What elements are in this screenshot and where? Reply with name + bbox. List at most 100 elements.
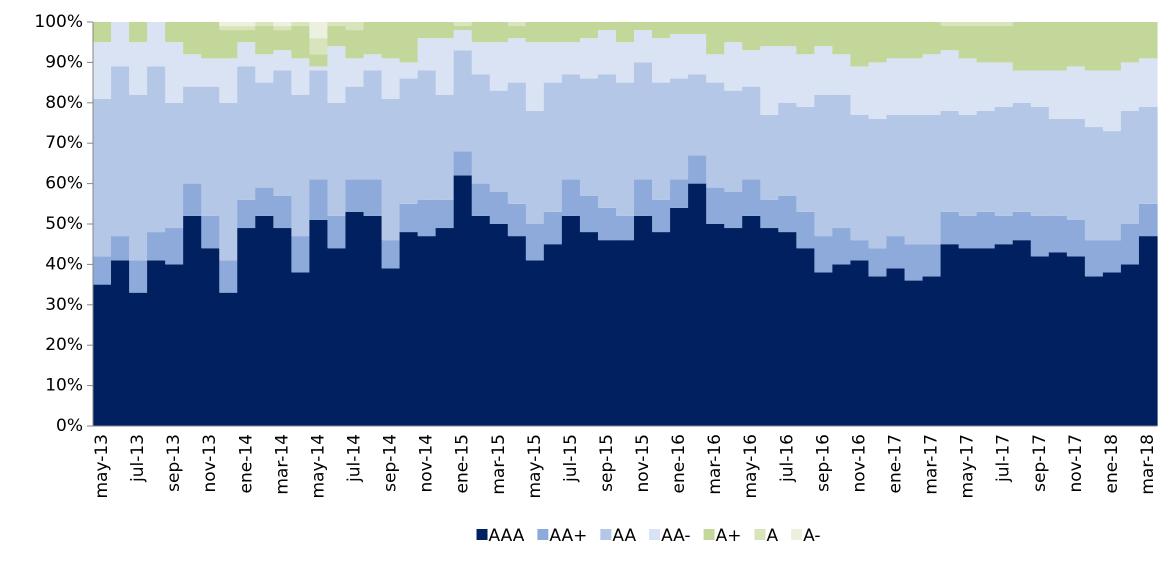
bar-segment — [489, 42, 509, 91]
bar-segment — [93, 22, 112, 43]
bar-segment — [1138, 236, 1158, 426]
bar-segment — [940, 244, 960, 426]
legend-swatch — [703, 529, 715, 540]
bar-segment — [832, 228, 852, 265]
bar-segment — [147, 66, 166, 233]
bar-segment — [417, 236, 437, 426]
bar-segment — [1066, 256, 1086, 426]
bar-segment — [922, 114, 942, 245]
bar-segment — [904, 22, 924, 59]
bar-segment — [796, 211, 815, 249]
bar-segment — [471, 22, 491, 43]
bar-segment — [237, 42, 256, 67]
bar-segment — [507, 38, 527, 83]
x-tick-label: ene-18 — [1102, 434, 1122, 493]
bar-segment — [850, 22, 870, 67]
bar-segment — [597, 74, 617, 208]
bar-segment — [363, 179, 383, 216]
bar-segment — [93, 42, 112, 99]
bar-segment — [1102, 272, 1122, 426]
bar-segment — [994, 215, 1014, 245]
legend-swatch — [600, 529, 612, 540]
bar-segment — [850, 260, 870, 426]
bar-segment — [165, 42, 184, 103]
bar-segment — [381, 268, 401, 426]
bar-segment — [129, 42, 148, 95]
bar-segment — [435, 199, 455, 229]
bar-segment — [904, 58, 924, 115]
bar-segment — [129, 260, 148, 293]
x-tick-label: sep-17 — [1030, 434, 1050, 492]
bar-segment — [940, 50, 960, 111]
bar-segment — [670, 179, 689, 208]
bar-segment — [742, 86, 761, 180]
x-tick-label: nov-17 — [1066, 434, 1086, 493]
bar-segment — [742, 22, 761, 51]
bar-segment — [868, 62, 888, 119]
bar-segment — [435, 22, 455, 39]
bar-segment — [327, 215, 347, 249]
bar-segment — [940, 211, 960, 245]
x-tick-label: ene-16 — [669, 434, 689, 493]
bar-segment — [399, 78, 419, 204]
x-tick-label: mar-16 — [705, 434, 725, 495]
bar-segment — [219, 102, 238, 261]
bar-segment — [1066, 219, 1086, 257]
bar-segment — [634, 22, 653, 31]
bar-segment — [1120, 62, 1140, 111]
y-tick-label: 0% — [56, 416, 83, 436]
bar-segment — [273, 50, 292, 71]
bar-segment — [922, 54, 942, 115]
bar-segment — [561, 22, 581, 43]
bar-segment — [760, 22, 779, 47]
bar-segment — [147, 260, 166, 426]
bar-segment — [958, 215, 978, 249]
x-tick-label: mar-15 — [489, 434, 509, 495]
bar-segment — [471, 183, 491, 216]
x-tick-label: may-15 — [525, 434, 545, 499]
bar-segment — [832, 264, 852, 426]
bar-segment — [958, 114, 978, 216]
bar-segment — [561, 74, 581, 180]
bar-segment — [688, 183, 707, 426]
bar-segment — [183, 86, 202, 184]
bar-segment — [886, 114, 906, 237]
bar-segment — [489, 22, 509, 43]
legend-swatch — [754, 529, 766, 540]
y-tick-label: 10% — [45, 376, 83, 396]
bar-segment — [742, 50, 761, 87]
bar-segment — [273, 30, 292, 51]
bar-segment — [597, 30, 617, 75]
bar-segment — [237, 26, 256, 31]
bar-segment — [850, 240, 870, 261]
bar-segment — [255, 82, 274, 188]
bar-segment — [1012, 102, 1032, 212]
bar-segment — [760, 114, 779, 200]
bar-segment — [688, 34, 707, 75]
bar-segment — [525, 260, 545, 426]
bar-segment — [417, 38, 437, 71]
bar-segment — [1102, 240, 1122, 273]
bar-segment — [327, 22, 347, 27]
bar-segment — [309, 22, 329, 39]
bar-segment — [507, 22, 527, 27]
bar-segment — [796, 54, 815, 107]
bar-segment — [796, 248, 815, 426]
bar-segment — [363, 22, 383, 55]
bar-segment — [345, 179, 365, 212]
bar-segment — [183, 54, 202, 87]
bar-segment — [417, 22, 437, 39]
bar-segment — [1138, 106, 1158, 204]
x-tick-label: jul-14 — [344, 434, 364, 483]
bar-segment — [832, 94, 852, 229]
bar-segment — [255, 187, 274, 216]
bar-segment — [489, 90, 509, 192]
bar-segment — [670, 22, 689, 35]
bar-segment — [543, 22, 563, 43]
legend-label: AAA — [489, 526, 525, 546]
bar-segment — [309, 219, 329, 426]
bar-segment — [489, 224, 509, 426]
bar-segment — [976, 211, 996, 249]
bar-segment — [543, 211, 563, 245]
bar-segment — [363, 54, 383, 71]
